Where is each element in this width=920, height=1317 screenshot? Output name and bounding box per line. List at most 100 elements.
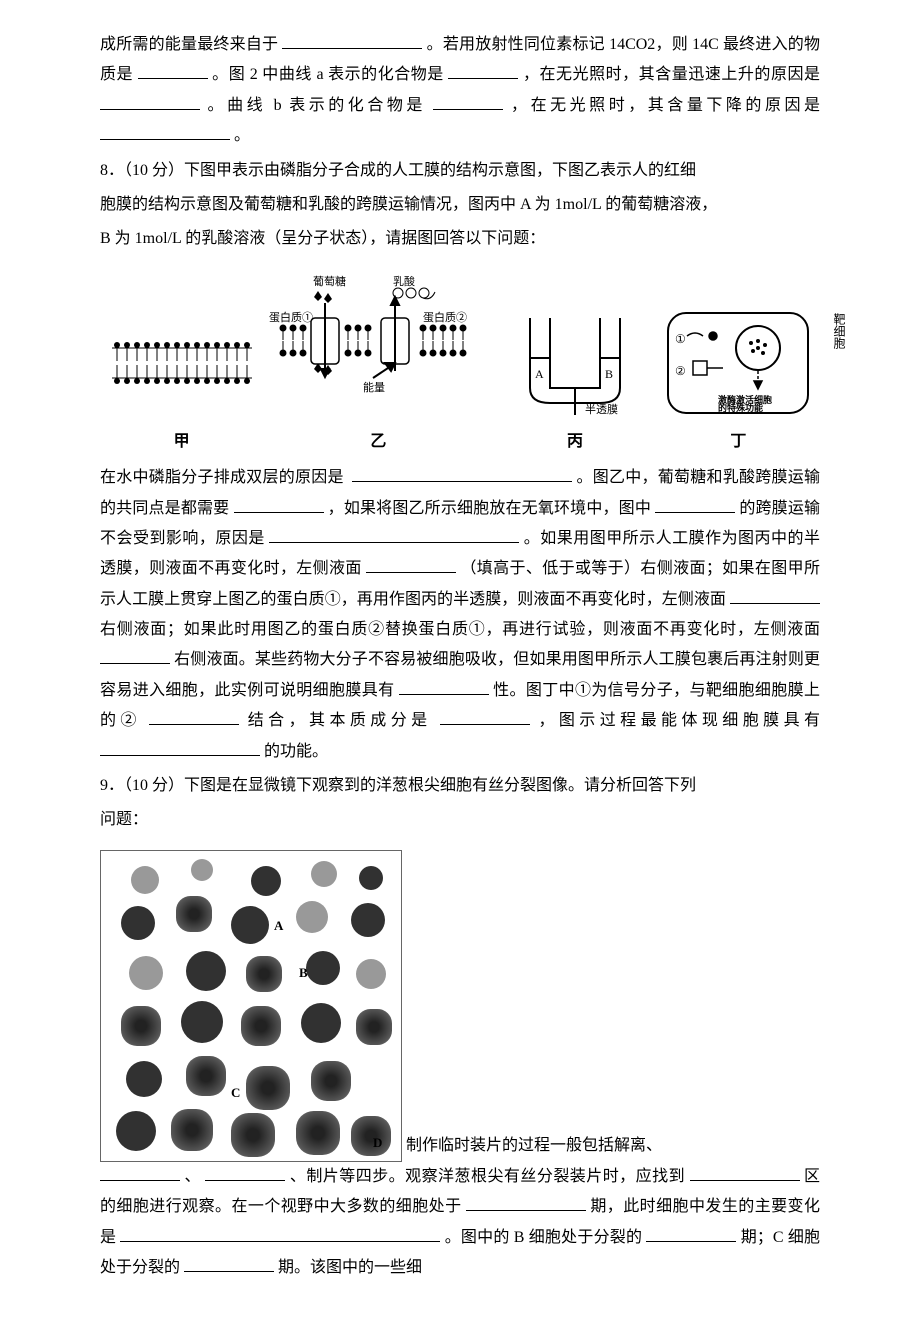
q8-intro-3: B 为 1mol/L 的乳酸溶液（呈分子状态），请据图回答以下问题： <box>100 224 820 254</box>
label-lactate: 乳酸 <box>393 274 415 288</box>
cell-dot <box>359 866 383 890</box>
text: ，如果将图乙所示细胞放在无氧环境中，图中 <box>328 500 651 517</box>
blank <box>234 494 324 513</box>
label-circ2: ② <box>675 364 686 378</box>
text: 右侧液面；如果此时用图乙的蛋白质②替换蛋白质①，再进行试验，则液面不再变化时，左… <box>100 621 820 638</box>
cell-dot <box>171 1109 213 1151</box>
blank <box>138 61 208 80</box>
label-semimem: 半透膜 <box>585 402 618 416</box>
blank <box>366 555 456 574</box>
text: 、制片等四步。观察洋葱根尖有丝分裂装片时，应找到 <box>290 1168 685 1185</box>
cell-dot <box>301 1003 341 1043</box>
cell-dot <box>351 903 385 937</box>
figure-row: 靶细胞 <box>100 273 820 457</box>
signal-diagram: ① ② 激酶激活细胞 的特殊功能 <box>663 303 813 423</box>
text: 。 <box>234 127 250 144</box>
label-activate2: 的特殊功能 <box>718 402 763 413</box>
blank <box>120 1223 440 1242</box>
blank <box>282 30 422 49</box>
text: ，图示过程最能体现细胞膜具有 <box>538 712 820 729</box>
label-energy: 能量 <box>363 380 385 394</box>
figure-label-ding: 丁 <box>730 427 746 457</box>
label-protein1: 蛋白质① <box>269 310 313 324</box>
label-circ1: ① <box>675 332 686 346</box>
cell-dot <box>251 866 281 896</box>
cell-dot <box>231 1113 275 1157</box>
utube-diagram: A B 半透膜 <box>510 303 640 423</box>
cell-label: A <box>274 914 283 939</box>
cell-label: C <box>231 1081 240 1106</box>
cell-dot <box>311 1061 351 1101</box>
target-cell-side-label: 靶细胞 <box>827 313 850 349</box>
cell-dot <box>351 1116 391 1156</box>
bilayer-diagram <box>107 323 257 423</box>
label-protein2: 蛋白质② <box>423 310 467 324</box>
label-a: A <box>535 367 544 381</box>
cell-dot <box>126 1061 162 1097</box>
cell-dot <box>246 1066 290 1110</box>
cell-dot <box>296 901 328 933</box>
blank <box>100 91 200 110</box>
cell-dot <box>129 956 163 990</box>
micrograph-wrap: AB C D 制作临时装片的过程一般包括解离、 <box>100 850 820 1162</box>
q9-body: 、 、制片等四步。观察洋葱根尖有丝分裂装片时，应找到 区的细胞进行观察。在一个视… <box>100 1162 820 1284</box>
blank <box>205 1162 285 1181</box>
cell-label: B <box>299 961 308 986</box>
cell-dot <box>131 866 159 894</box>
blank <box>433 91 503 110</box>
cell-dot <box>121 1006 161 1046</box>
blank <box>100 646 170 665</box>
cell-dot <box>176 896 212 932</box>
blank <box>100 122 230 141</box>
blank <box>448 61 518 80</box>
cell-dot <box>241 1006 281 1046</box>
blank <box>466 1193 586 1212</box>
cell-dot <box>296 1111 340 1155</box>
para-carryover: 成所需的能量最终来自于 。若用放射性同位素标记 14CO2，则 14C 最终进入… <box>100 30 820 152</box>
q9-intro-2: 问题： <box>100 805 820 835</box>
blank <box>184 1253 274 1272</box>
blank <box>100 1162 180 1181</box>
cell-dot <box>191 859 213 881</box>
text: ，在无光照时，其含量下降的原因是 <box>511 97 820 114</box>
micrograph-side-caption: 制作临时装片的过程一般包括解离、 <box>406 1131 662 1161</box>
figure-jia: 甲 <box>100 323 263 457</box>
blank <box>269 524 519 543</box>
text: 结合，其本质成分是 <box>248 712 432 729</box>
micrograph: AB C D <box>100 850 402 1162</box>
cell-dot <box>186 951 226 991</box>
cell-dot <box>186 1056 226 1096</box>
label-glucose: 葡萄糖 <box>313 274 346 288</box>
cell-dot <box>311 861 337 887</box>
membrane-transport-diagram: 葡萄糖 乳酸 蛋白质① 蛋白质② <box>263 273 493 423</box>
cell-dot <box>306 951 340 985</box>
text: 。图中的 B 细胞处于分裂的 <box>445 1229 643 1246</box>
cell-label: D <box>373 1131 382 1156</box>
text: 、 <box>184 1168 200 1185</box>
blank <box>352 464 572 483</box>
blank <box>399 676 489 695</box>
cell-dot <box>116 1111 156 1151</box>
blank <box>655 494 735 513</box>
q8-intro-1: 8．（10 分）下图甲表示由磷脂分子合成的人工膜的结构示意图，下图乙表示人的红细 <box>100 156 820 186</box>
text: 。图 2 中曲线 a 表示的化合物是 <box>212 66 444 83</box>
figure-yi: 葡萄糖 乳酸 蛋白质① 蛋白质② <box>263 273 493 457</box>
cell-dot <box>246 956 282 992</box>
blank <box>646 1223 736 1242</box>
blank <box>149 707 239 726</box>
cell-dot <box>181 1001 223 1043</box>
text: 。曲线 b 表示的化合物是 <box>208 97 426 114</box>
q8-intro-2: 胞膜的结构示意图及葡萄糖和乳酸的跨膜运输情况，图丙中 A 为 1mol/L 的葡… <box>100 190 820 220</box>
text: 成所需的能量最终来自于 <box>100 36 278 53</box>
text: 期。该图中的一些细 <box>278 1259 422 1276</box>
cell-dot <box>356 1009 392 1045</box>
blank <box>100 737 260 756</box>
figure-label-bing: 丙 <box>567 427 583 457</box>
q9-intro-1: 9．（10 分）下图是在显微镜下观察到的洋葱根尖细胞有丝分裂图像。请分析回答下列 <box>100 771 820 801</box>
cell-dot <box>231 906 269 944</box>
text: 在水中磷脂分子排成双层的原因是 <box>100 469 344 486</box>
q8-body: 在水中磷脂分子排成双层的原因是 。图乙中，葡萄糖和乳酸跨膜运输的共同点是都需要 … <box>100 463 820 767</box>
blank <box>690 1162 800 1181</box>
text: 的功能。 <box>264 743 328 760</box>
figure-ding: ① ② 激酶激活细胞 的特殊功能 丁 <box>657 303 820 457</box>
